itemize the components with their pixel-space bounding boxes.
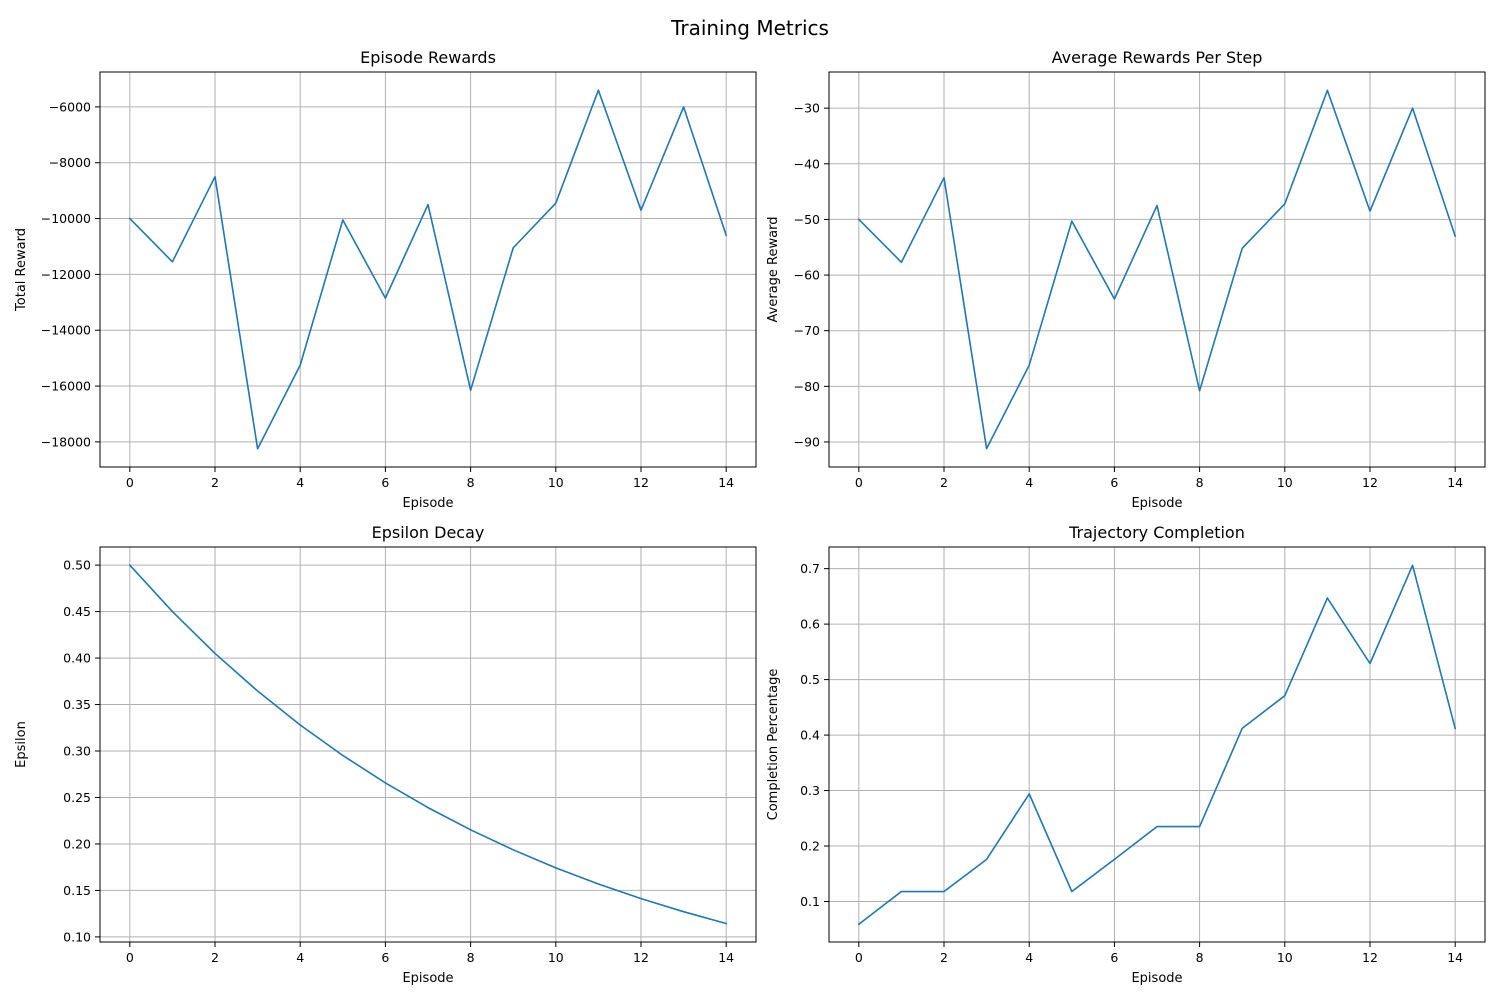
- x-tick-label: 10: [548, 950, 564, 965]
- x-tick-label: 8: [1196, 950, 1204, 965]
- x-tick-label: 10: [1277, 950, 1293, 965]
- y-tick-label: −6000: [49, 99, 91, 114]
- chart-title: Trajectory Completion: [1068, 523, 1245, 542]
- y-tick-label: 0.10: [63, 929, 91, 944]
- y-tick-label: −50: [794, 212, 820, 227]
- x-tick-label: 8: [467, 950, 475, 965]
- y-tick-label: 0.20: [63, 836, 91, 851]
- y-tick-label: −12000: [41, 267, 91, 282]
- x-tick-label: 0: [126, 475, 134, 490]
- y-tick-label: 0.45: [63, 604, 91, 619]
- x-tick-label: 2: [940, 950, 948, 965]
- x-tick-label: 6: [1110, 950, 1118, 965]
- x-tick-label: 8: [1196, 475, 1204, 490]
- x-tick-label: 2: [211, 950, 219, 965]
- y-tick-label: 0.50: [63, 558, 91, 573]
- x-tick-label: 4: [1025, 950, 1033, 965]
- y-tick-label: −70: [794, 323, 820, 338]
- x-tick-label: 0: [126, 950, 134, 965]
- chart-average-rewards-per-step: 0 2 4 6 8 10 12 14 −90 −80 −70 −60 −50 −40 −30 Average …: [766, 48, 1486, 511]
- x-tick-label: 12: [633, 475, 649, 490]
- y-tick-label: −60: [794, 268, 820, 283]
- x-tick-label: 2: [940, 475, 948, 490]
- x-tick-label: 4: [1025, 475, 1033, 490]
- x-tick-label: 12: [1362, 475, 1378, 490]
- x-axis-label: Episode: [1131, 496, 1182, 511]
- x-axis-label: Episode: [402, 971, 453, 986]
- series-line-average-rewards-per-step: [857, 89, 1457, 450]
- y-tick-label: 0.40: [63, 651, 91, 666]
- y-tick-label: 0.30: [63, 744, 91, 759]
- x-tick-label: 14: [718, 475, 734, 490]
- y-tick-label: 0.25: [63, 790, 91, 805]
- y-axis-label: Total Reward: [14, 228, 29, 312]
- y-tick-label: 0.15: [63, 883, 91, 898]
- x-tick-label: 12: [1362, 950, 1378, 965]
- x-tick-label: 6: [1110, 475, 1118, 490]
- y-tick-label: −30: [794, 101, 820, 116]
- axes-frame: [99, 546, 757, 943]
- y-tick-label: 0.2: [800, 839, 820, 854]
- chart-title: Average Rewards Per Step: [1052, 48, 1263, 67]
- axes-frame: [828, 71, 1486, 468]
- y-tick-label: −40: [794, 156, 820, 171]
- y-tick-label: −18000: [41, 434, 91, 449]
- y-tick-label: −14000: [41, 323, 91, 338]
- chart-title: Epsilon Decay: [372, 523, 485, 542]
- y-tick-label: −16000: [41, 379, 91, 394]
- x-tick-label: 0: [855, 475, 863, 490]
- y-tick-label: 0.7: [800, 561, 820, 576]
- y-tick-label: −80: [794, 379, 820, 394]
- y-axis-label: Completion Percentage: [766, 669, 781, 821]
- y-tick-label: 0.6: [800, 617, 820, 632]
- figure-title: Training Metrics: [670, 16, 829, 40]
- y-axis-label: Average Reward: [766, 217, 781, 323]
- x-axis-label: Episode: [402, 496, 453, 511]
- y-tick-label: 0.4: [800, 728, 820, 743]
- x-axis-label: Episode: [1131, 971, 1182, 986]
- y-tick-label: 0.3: [800, 783, 820, 798]
- y-tick-label: 0.1: [800, 894, 820, 909]
- x-tick-label: 6: [381, 950, 389, 965]
- axes-frame: [828, 546, 1486, 943]
- series-line-trajectory-completion: [857, 564, 1457, 926]
- x-tick-label: 10: [1277, 475, 1293, 490]
- y-tick-label: 0.35: [63, 697, 91, 712]
- x-tick-label: 4: [296, 950, 304, 965]
- chart-trajectory-completion: 0 2 4 6 8 10 12 14 0.1 0.2 0.3 0.4 0.5 0.6 0.7 Trajecto…: [766, 523, 1486, 986]
- x-tick-label: 14: [1447, 950, 1463, 965]
- chart-epsilon-decay: 0 2 4 6 8 10 12 14 0.10 0.15 0.20 0.25 0.30 0.35 0.40 0…: [14, 523, 757, 986]
- y-tick-label: −8000: [49, 155, 91, 170]
- x-tick-label: 0: [855, 950, 863, 965]
- y-tick-label: −90: [794, 434, 820, 449]
- x-tick-label: 8: [467, 475, 475, 490]
- x-tick-label: 14: [718, 950, 734, 965]
- axes-frame: [99, 71, 757, 468]
- x-tick-label: 6: [381, 475, 389, 490]
- y-axis-label: Epsilon: [14, 721, 29, 768]
- chart-title: Episode Rewards: [360, 48, 496, 67]
- series-line-epsilon-decay: [128, 563, 728, 925]
- x-tick-label: 14: [1447, 475, 1463, 490]
- chart-episode-rewards: 0 2 4 6 8 10 12 14 −18000 −16000 −14000 −12000 −1000…: [14, 48, 757, 511]
- series-line-episode-rewards: [128, 89, 728, 450]
- y-tick-label: 0.5: [800, 672, 820, 687]
- x-tick-label: 4: [296, 475, 304, 490]
- x-tick-label: 2: [211, 475, 219, 490]
- y-tick-label: −10000: [41, 211, 91, 226]
- x-tick-label: 10: [548, 475, 564, 490]
- x-tick-label: 12: [633, 950, 649, 965]
